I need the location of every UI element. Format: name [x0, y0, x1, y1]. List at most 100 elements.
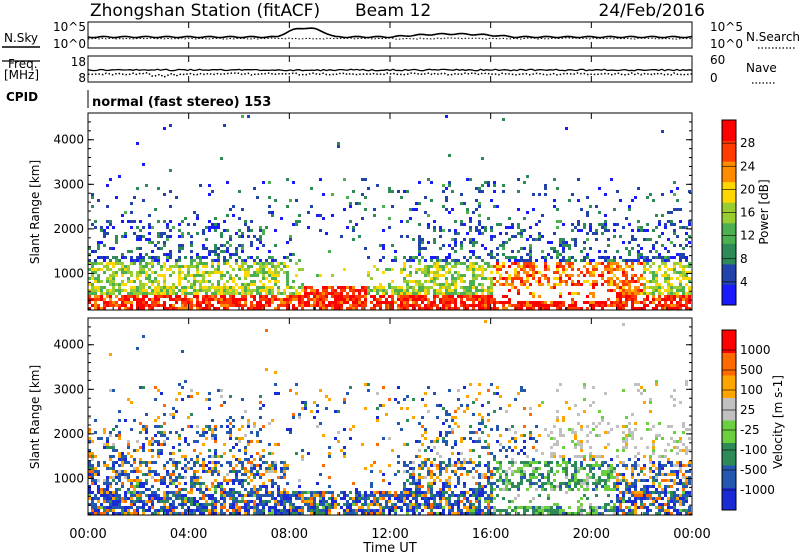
heatmap-cell — [88, 307, 91, 310]
heatmap-cell — [676, 262, 679, 265]
heatmap-cell — [397, 401, 400, 404]
heatmap-cell — [121, 497, 124, 500]
heatmap-cell — [223, 229, 226, 232]
heatmap-cell — [571, 193, 574, 196]
heatmap-cell — [244, 289, 247, 292]
nsky-tick-bottom: 10^0 — [53, 37, 86, 51]
heatmap-cell — [397, 461, 400, 464]
heatmap-cell — [235, 512, 238, 515]
heatmap-cell — [463, 286, 466, 289]
heatmap-cell — [160, 304, 163, 307]
heatmap-cell — [310, 506, 313, 509]
heatmap-cell — [262, 500, 265, 503]
heatmap-cell — [229, 494, 232, 497]
heatmap-cell — [115, 289, 118, 292]
heatmap-cell — [454, 292, 457, 295]
heatmap-cell — [145, 473, 148, 476]
heatmap-cell — [262, 298, 265, 301]
heatmap-cell — [322, 494, 325, 497]
heatmap-cell — [112, 262, 115, 265]
heatmap-cell — [523, 247, 526, 250]
heatmap-cell — [526, 259, 529, 262]
heatmap-cell — [367, 389, 370, 392]
heatmap-cell — [307, 226, 310, 229]
heatmap-cell — [232, 205, 235, 208]
heatmap-cell — [259, 458, 262, 461]
heatmap-cell — [211, 494, 214, 497]
heatmap-cell — [379, 491, 382, 494]
heatmap-cell — [199, 286, 202, 289]
heatmap-cell — [436, 437, 439, 440]
heatmap-cell — [502, 304, 505, 307]
heatmap-cell — [322, 301, 325, 304]
heatmap-cell — [124, 497, 127, 500]
heatmap-cell — [532, 208, 535, 211]
heatmap-cell — [109, 274, 112, 277]
heatmap-cell — [472, 244, 475, 247]
heatmap-cell — [214, 244, 217, 247]
heatmap-cell — [424, 476, 427, 479]
heatmap-cell — [190, 241, 193, 244]
heatmap-cell — [115, 476, 118, 479]
heatmap-cell — [433, 262, 436, 265]
heatmap-cell — [406, 283, 409, 286]
heatmap-cell — [259, 473, 262, 476]
heatmap-cell — [145, 304, 148, 307]
heatmap-cell — [232, 295, 235, 298]
heatmap-cell — [106, 479, 109, 482]
heatmap-cell — [454, 238, 457, 241]
heatmap-cell — [214, 488, 217, 491]
heatmap-cell — [436, 494, 439, 497]
heatmap-cell — [190, 244, 193, 247]
heatmap-cell — [550, 467, 553, 470]
heatmap-cell — [406, 506, 409, 509]
heatmap-cell — [421, 256, 424, 259]
heatmap-cell — [637, 277, 640, 280]
heatmap-cell — [400, 491, 403, 494]
heatmap-cell — [454, 283, 457, 286]
heatmap-cell — [370, 503, 373, 506]
heatmap-cell — [439, 461, 442, 464]
heatmap-cell — [622, 280, 625, 283]
heatmap-cell — [589, 283, 592, 286]
heatmap-cell — [448, 271, 451, 274]
heatmap-cell — [94, 419, 97, 422]
heatmap-cell — [220, 497, 223, 500]
heatmap-cell — [436, 295, 439, 298]
freq-label-1: Freq. — [8, 57, 38, 71]
heatmap-cell — [496, 440, 499, 443]
heatmap-cell — [472, 286, 475, 289]
heatmap-cell — [148, 298, 151, 301]
heatmap-cell — [88, 440, 91, 443]
heatmap-cell — [208, 398, 211, 401]
heatmap-cell — [559, 509, 562, 512]
heatmap-cell — [412, 304, 415, 307]
heatmap-cell — [487, 503, 490, 506]
heatmap-cell — [184, 380, 187, 383]
heatmap-cell — [238, 268, 241, 271]
heatmap-cell — [391, 494, 394, 497]
heatmap-cell — [376, 497, 379, 500]
heatmap-cell — [232, 268, 235, 271]
heatmap-cell — [574, 226, 577, 229]
heatmap-cell — [415, 455, 418, 458]
heatmap-cell — [121, 455, 124, 458]
heatmap-cell — [124, 268, 127, 271]
heatmap-cell — [361, 512, 364, 515]
heatmap-cell — [514, 274, 517, 277]
heatmap-cell — [463, 301, 466, 304]
heatmap-cell — [148, 226, 151, 229]
heatmap-cell — [319, 422, 322, 425]
heatmap-cell — [250, 265, 253, 268]
heatmap-cell — [187, 416, 190, 419]
heatmap-cell — [379, 470, 382, 473]
heatmap-cell — [553, 199, 556, 202]
heatmap-cell — [535, 280, 538, 283]
heatmap-cell — [94, 286, 97, 289]
heatmap-cell — [181, 497, 184, 500]
heatmap-cell — [610, 268, 613, 271]
heatmap-cell — [631, 259, 634, 262]
heatmap-cell — [217, 292, 220, 295]
heatmap-cell — [463, 289, 466, 292]
heatmap-cell — [454, 443, 457, 446]
